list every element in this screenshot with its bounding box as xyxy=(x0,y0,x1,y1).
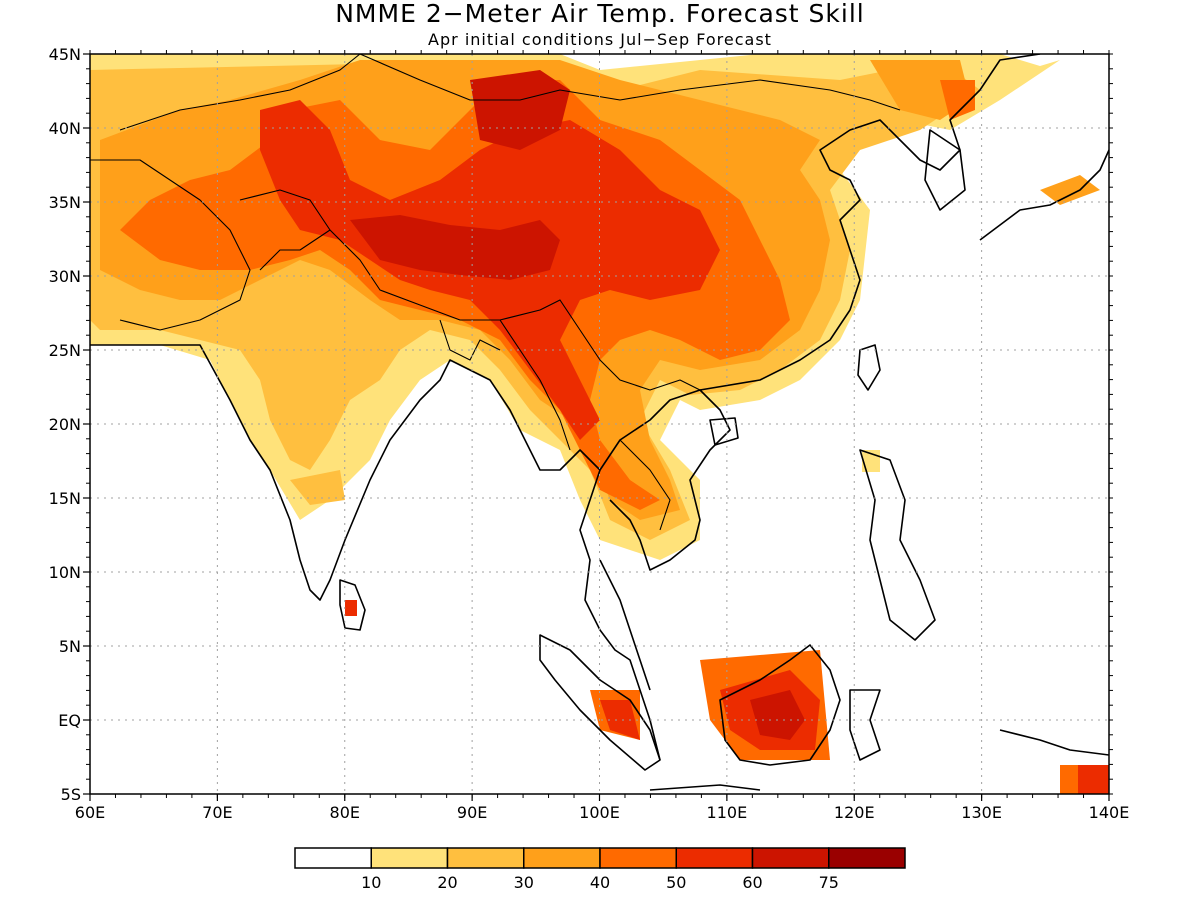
colorbar-label: 75 xyxy=(819,873,839,892)
colorbar: 10 20 30 40 50 60 75 xyxy=(294,847,906,892)
y-tick-label: 15N xyxy=(49,489,81,508)
y-tick-label: 5N xyxy=(59,637,81,656)
x-tick-label: 120E xyxy=(834,803,875,822)
coast-newguinea xyxy=(999,729,1109,756)
country-borders xyxy=(90,54,901,531)
colorbar-swatch xyxy=(370,847,449,869)
y-tick-label: 30N xyxy=(49,267,81,286)
colorbar-swatch xyxy=(828,847,906,869)
colorbar-label: 60 xyxy=(742,873,762,892)
y-tick-label: 40N xyxy=(49,119,81,138)
colorbar-swatch xyxy=(599,847,677,869)
y-tick-label: 45N xyxy=(49,45,81,64)
coast-taiwan xyxy=(857,344,881,391)
coast-sumatra xyxy=(539,634,661,771)
x-tick-label: 60E xyxy=(75,803,105,822)
colorbar-swatch xyxy=(294,847,372,869)
y-axis: 5S EQ 5N 10N 15N 20N 25N 30N 35N 40N 45N xyxy=(49,45,1113,804)
coast-philippines xyxy=(859,449,936,641)
map-panel xyxy=(90,54,1109,794)
coastlines xyxy=(90,54,1109,791)
y-tick-label: 20N xyxy=(49,415,81,434)
x-tick-label: 80E xyxy=(330,803,360,822)
coast-korea xyxy=(924,129,966,211)
colorbar-label: 10 xyxy=(361,873,381,892)
skill-field-60-75 xyxy=(350,70,805,740)
coast-srilanka xyxy=(339,579,366,631)
coast-java xyxy=(649,784,761,791)
y-tick-label: 5S xyxy=(61,785,81,804)
x-tick-label: 70E xyxy=(202,803,232,822)
colorbar-swatch xyxy=(446,847,525,869)
y-tick-label: EQ xyxy=(58,711,81,730)
colorbar-swatch xyxy=(675,847,754,869)
y-tick-label: 25N xyxy=(49,341,81,360)
colorbar-label: 40 xyxy=(590,873,610,892)
map-subtitle: Apr initial conditions Jul−Sep Forecast xyxy=(428,30,772,49)
colorbar-swatch xyxy=(523,847,601,869)
y-tick-label: 35N xyxy=(49,193,81,212)
x-tick-label: 110E xyxy=(707,803,748,822)
map-title: NMME 2−Meter Air Temp. Forecast Skill xyxy=(335,0,865,28)
grid-lines xyxy=(90,54,1109,794)
coast-india-arabia xyxy=(90,344,661,761)
x-tick-label: 90E xyxy=(457,803,487,822)
colorbar-swatch xyxy=(751,847,830,869)
x-tick-label: 100E xyxy=(579,803,620,822)
y-tick-label: 10N xyxy=(49,563,81,582)
colorbar-label: 20 xyxy=(437,873,457,892)
coast-borneo xyxy=(719,644,841,766)
coast-japan xyxy=(979,149,1109,241)
x-tick-label: 140E xyxy=(1089,803,1130,822)
coast-china-east xyxy=(699,54,1041,391)
colorbar-label: 50 xyxy=(666,873,686,892)
x-tick-label: 130E xyxy=(961,803,1002,822)
coast-malaya xyxy=(599,559,651,691)
coast-indochina xyxy=(599,389,731,571)
x-axis: 60E 70E 80E 90E 100E 110E 120E 130E 140E xyxy=(75,50,1130,822)
colorbar-label: 30 xyxy=(514,873,534,892)
coast-sulawesi xyxy=(849,689,881,761)
